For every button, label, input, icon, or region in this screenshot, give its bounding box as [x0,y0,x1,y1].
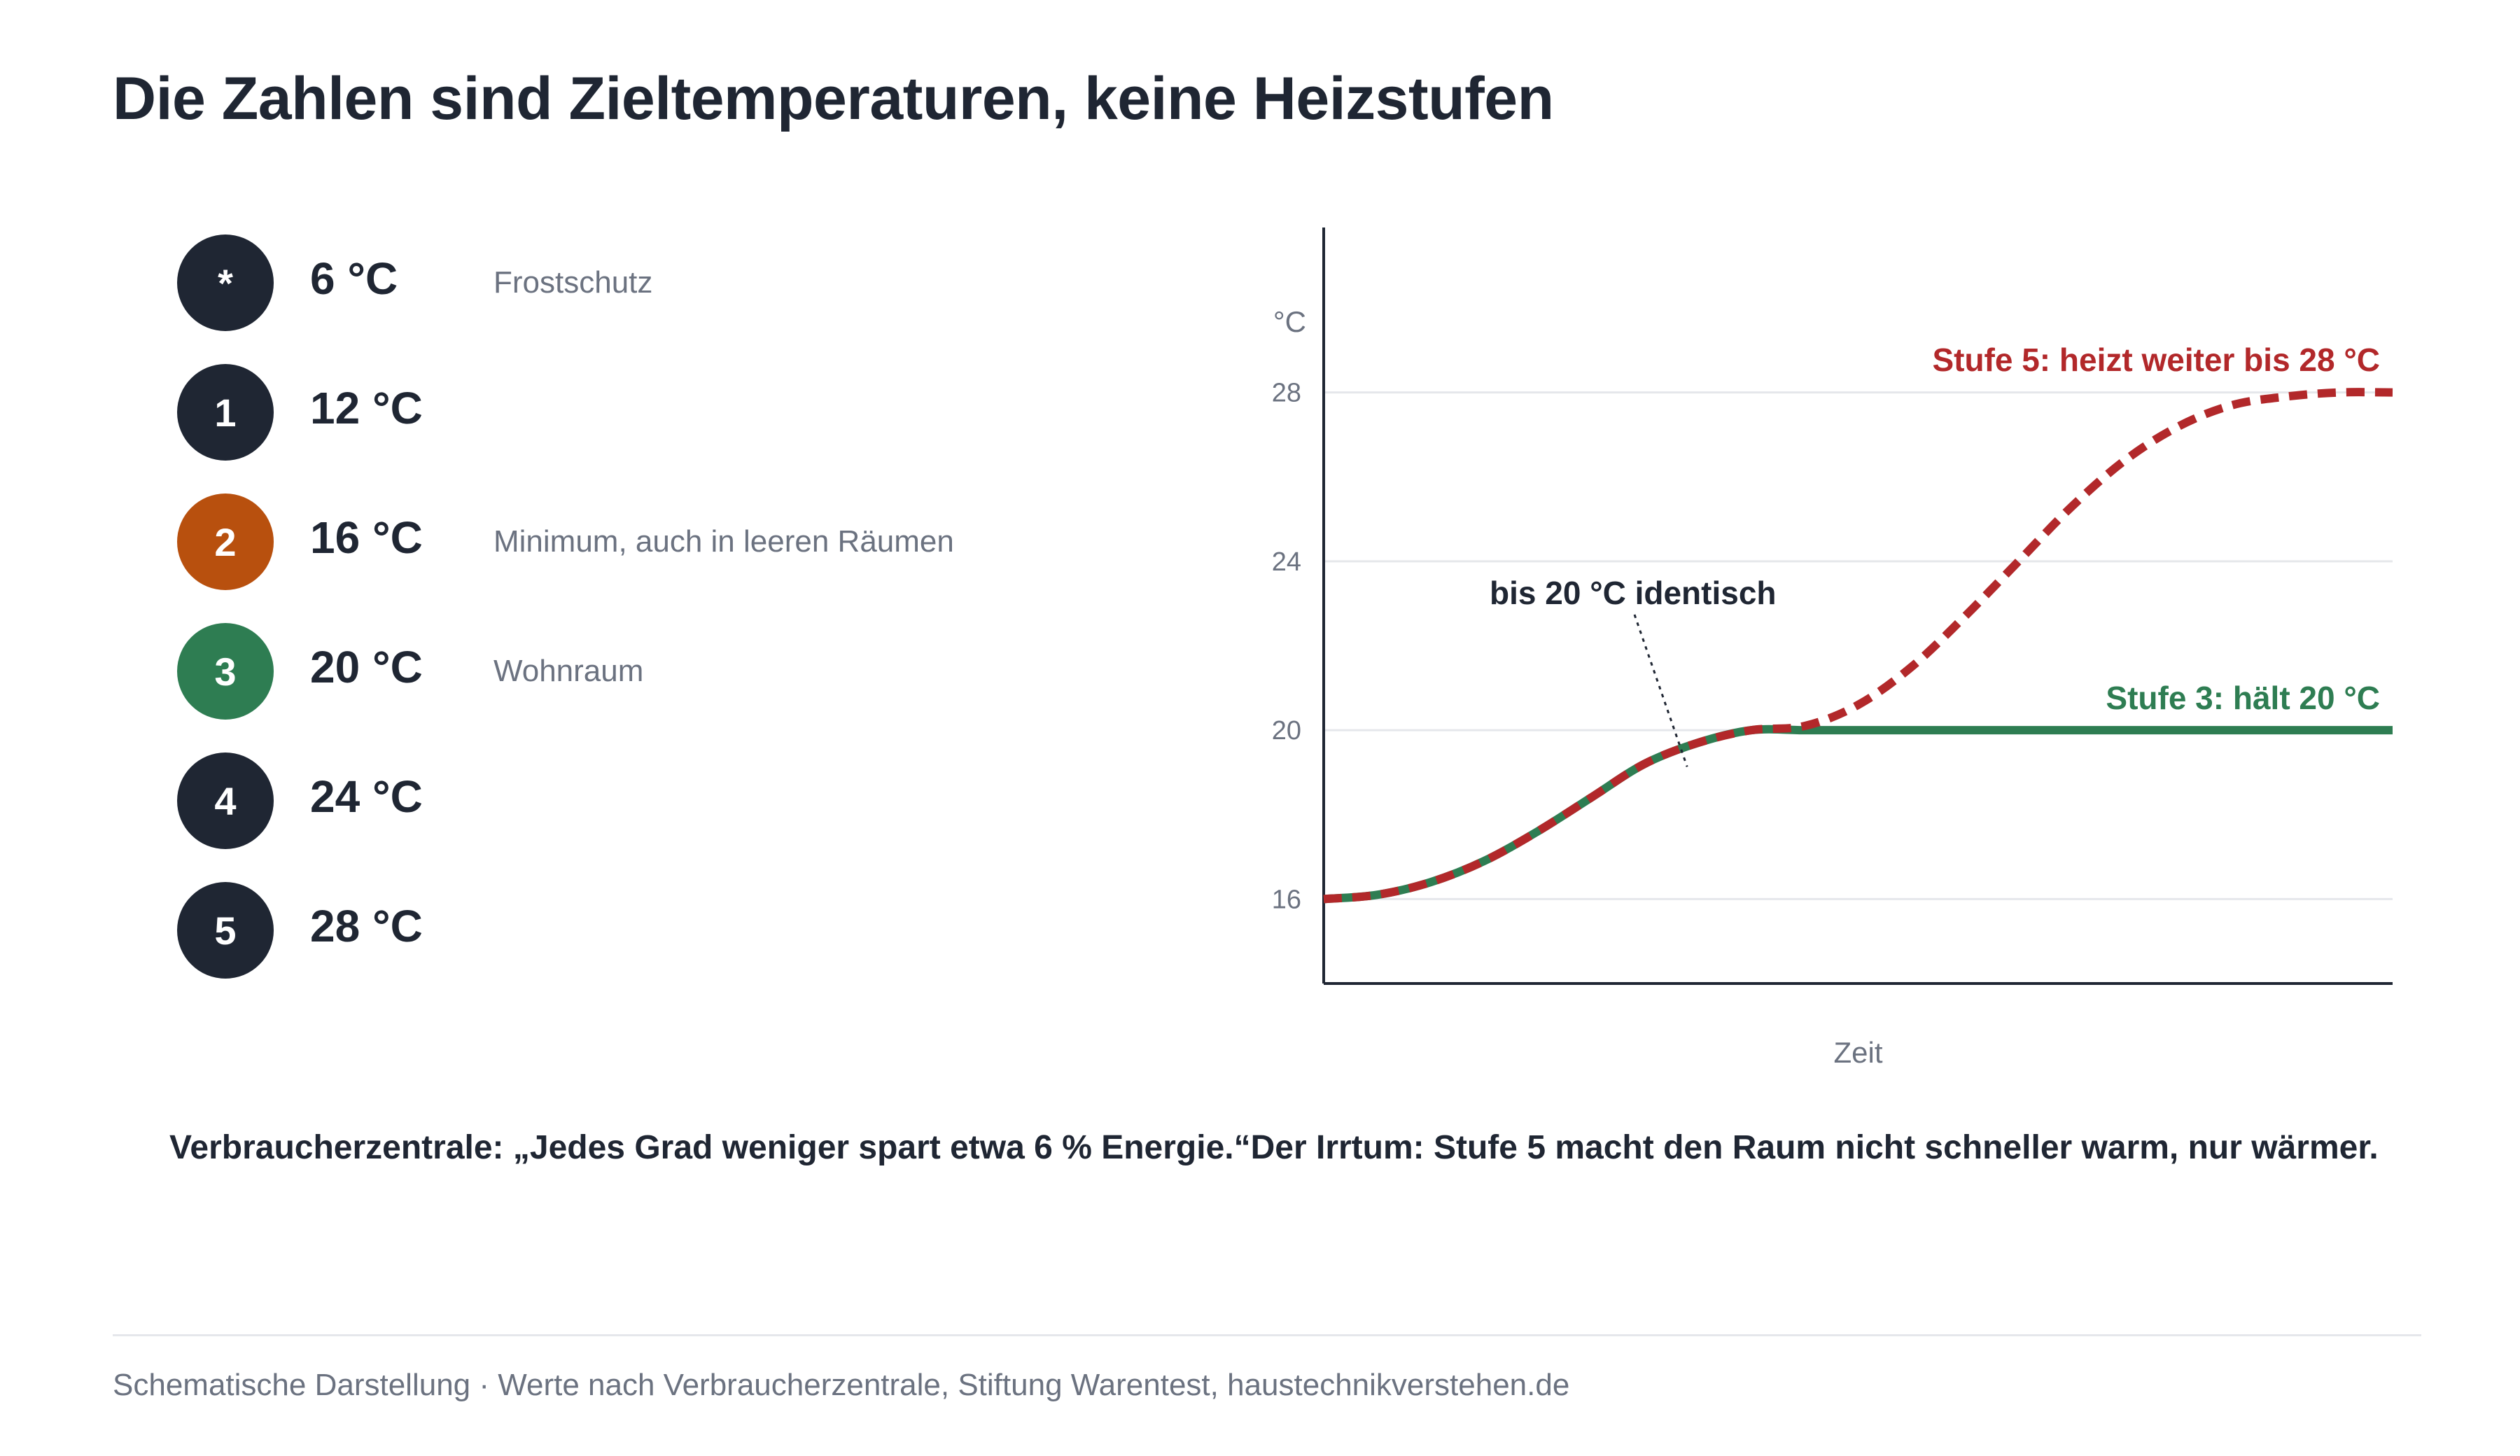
stufe-note: Frostschutz [493,265,653,300]
list-item: 3 20 °C Wohnraum [177,623,1087,721]
series-line-stufe-5 [1323,388,2393,904]
x-axis-label: Zeit [1833,1036,1882,1069]
quotes-line: Verbraucherzentrale: „Jedes Grad weniger… [169,1128,2379,1167]
series-label-stufe-3: Stufe 3: hält 20 °C [2106,680,2380,716]
quote-verbraucherzentrale: Verbraucherzentrale: „Jedes Grad weniger… [169,1129,1251,1166]
stufe-note: Wohnraum [493,654,644,688]
list-item: 5 28 °C [177,882,1087,980]
stufe-note: Minimum, auch in leeren Räumen [493,524,954,559]
list-item: 2 16 °C Minimum, auch in leeren Räumen [177,493,1087,592]
series-label-stufe-5: Stufe 5: heizt weiter bis 28 °C [1932,342,2380,378]
stufe-temperature: 6 °C [310,253,398,304]
list-item: 1 12 °C [177,364,1087,462]
stufe-badge: 2 [177,493,274,590]
stufe-badge: 5 [177,882,274,979]
quote-irrtum: Der Irrtum: Stufe 5 macht den Raum nicht… [1250,1129,2379,1166]
stufe-temperature: 24 °C [310,771,423,822]
page-title: Die Zahlen sind Zieltemperaturen, keine … [113,65,1554,132]
stufe-badge: 1 [177,364,274,461]
list-item: 4 24 °C [177,752,1087,850]
series-line-stufe-3 [1323,724,2393,904]
list-item: * 6 °C Frostschutz [177,234,1087,332]
y-tick-label: 24 [1272,547,1301,577]
stufe-temperature: 20 °C [310,642,423,692]
y-tick-label: 16 [1272,885,1301,914]
annotation-label: bis 20 °C identisch [1490,575,1777,611]
y-tick-label: 20 [1272,716,1301,746]
footer-source: Schematische Darstellung · Werte nach Ve… [113,1368,1570,1402]
stufe-badge: 3 [177,623,274,720]
stufe-temperature: 28 °C [310,901,423,951]
stufe-badge: * [177,234,274,331]
stufe-badge: 4 [177,752,274,849]
stufe-temperature: 12 °C [310,383,423,433]
y-tick-label: 28 [1272,379,1301,408]
temperature-chart: 16 20 24 28 °C Zeit Stufe 5: heizt weiter bis … [1272,227,2393,1069]
annotation-leader [1633,614,1688,767]
stufe-temperature: 16 °C [310,512,423,563]
footer-divider [113,1334,2421,1336]
y-axis-label: °C [1273,305,1306,338]
